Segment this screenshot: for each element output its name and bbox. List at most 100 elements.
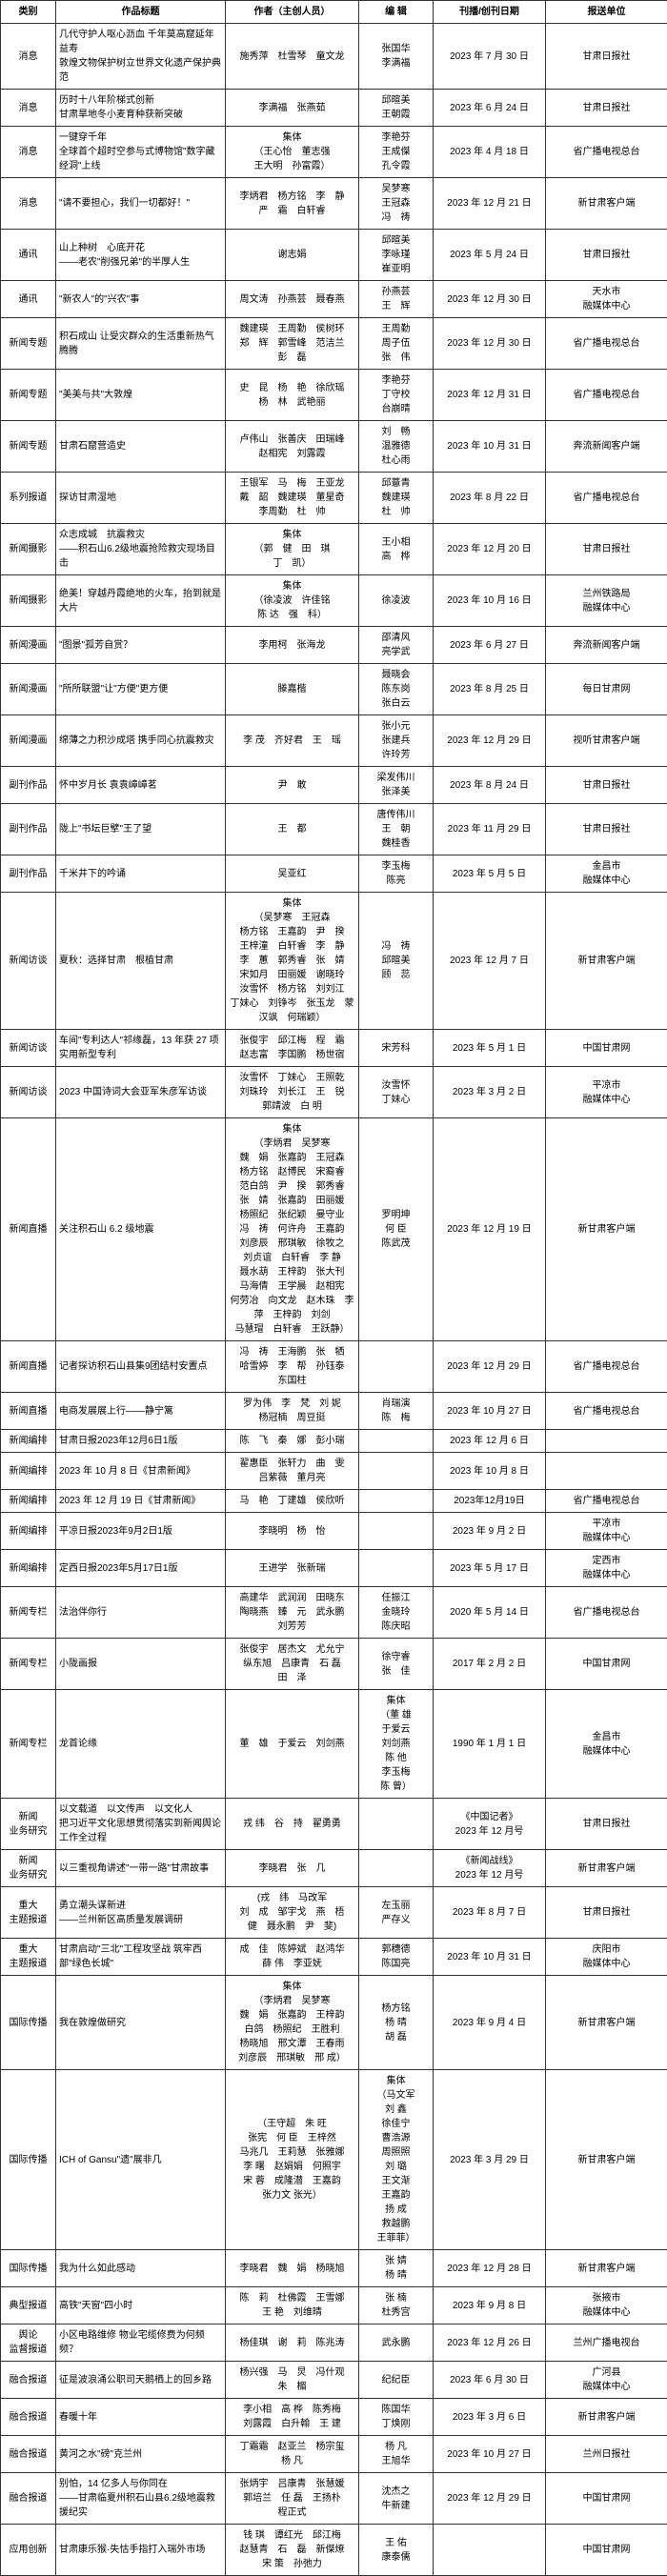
table-row: 新闻编排2023 年 10 月 8 日《甘肃新闻》翟惠臣 张轩力 曲 雯吕紫薇 … xyxy=(1,1453,667,1490)
cell-category: 消息 xyxy=(1,178,56,230)
cell-editor: 李艳芬丁守校台崩晴 xyxy=(359,370,434,421)
cell-title: 2023 年 12 月 19 日《甘肃新闻》 xyxy=(56,1490,226,1513)
cell-date: 《新闻战线》2023 年 12 月号 xyxy=(434,1850,546,1887)
cell-category: 新闻编排 xyxy=(1,1430,56,1453)
cell-editor: 邵清风亮学武 xyxy=(359,627,434,664)
cell-title: 高铁"天窗"四小时 xyxy=(56,2287,226,2324)
cell-date: 2023 年 12 月 28 日 xyxy=(434,2250,546,2287)
cell-title: 甘肃康乐猴·失怙手指打入瑞外市场 xyxy=(56,2525,226,2576)
cell-title: 探访甘肃湿地 xyxy=(56,473,226,524)
table-row: 新闻专栏小陇画报张俊宇 居杰文 尤允宁纵东旭 吕康青 石 磊田 泽徐守睿张 佳2… xyxy=(1,1639,667,1690)
cell-editor: 吴梦寒王冠森冯 祷 xyxy=(359,178,434,230)
cell-editor xyxy=(359,1490,434,1513)
cell-author: 高建华 武润润 田晓东陶晓燕 臻 元 武永鹏刘芳芳 xyxy=(226,1587,359,1639)
cell-editor xyxy=(359,1430,434,1453)
cell-org: 甘肃日报社 xyxy=(546,1799,667,1850)
th-org: 报送单位 xyxy=(546,1,667,24)
cell-category: 新闻访谈 xyxy=(1,893,56,1030)
cell-category: 新闻漫画 xyxy=(1,715,56,767)
cell-title: 2023 中国诗词大会亚军朱彦军访谈 xyxy=(56,1067,226,1118)
cell-org: 甘肃日报社 xyxy=(546,1887,667,1939)
cell-title: 历时十八年阶梯式创新甘肃旱地冬小麦育种获新突破 xyxy=(56,90,226,127)
cell-org: 庆阳市融媒体中心 xyxy=(546,1939,667,1976)
cell-category: 通讯 xyxy=(1,230,56,281)
cell-org: 甘肃日报社 xyxy=(546,24,667,90)
cell-author: 卢伟山 张善庆 田瑞峰赵相宪 刘露霞 xyxy=(226,421,359,473)
cell-category: 通讯 xyxy=(1,281,56,318)
cell-date: 2023 年 5 月 24 日 xyxy=(434,230,546,281)
cell-author: 翟惠臣 张轩力 曲 雯吕紫薇 董月亮 xyxy=(226,1453,359,1490)
cell-category: 新闻专栏 xyxy=(1,1587,56,1639)
cell-editor xyxy=(359,1550,434,1587)
cell-org: 奔流新闻客户端 xyxy=(546,627,667,664)
cell-category: 新闻直播 xyxy=(1,1341,56,1393)
cell-author: (戎 纬 马改军刘 成 邹宇戈 燕 梧健 聂永鹏 尹 斐) xyxy=(226,1887,359,1939)
cell-date: 2023 年 6 月 24 日 xyxy=(434,90,546,127)
cell-editor: 集体（董 雄于爱云刘剑燕陈 他李玉梅陈 曾） xyxy=(359,1690,434,1799)
cell-org: 新甘肃客户端 xyxy=(546,1976,667,2070)
cell-title: 黄河之水"磅"克兰州 xyxy=(56,2436,226,2473)
cell-date: 2023 年 6 月 30 日 xyxy=(434,2362,546,2399)
cell-date: 2023 年 6 月 27 日 xyxy=(434,627,546,664)
cell-editor: 王 佑康泰儒 xyxy=(359,2525,434,2576)
cell-org: 新甘肃客户端 xyxy=(546,2399,667,2436)
cell-category: 新闻漫画 xyxy=(1,664,56,715)
cell-org: 每日甘肃网 xyxy=(546,664,667,715)
cell-org: 省广播电视总台 xyxy=(546,1341,667,1393)
cell-category: 消息 xyxy=(1,90,56,127)
table-row: 融合报道春暖十年李小相 高 桦 陈秀梅刘露霞 白升翰 王 建陈国华丁焕刚2023… xyxy=(1,2399,667,2436)
cell-title: 千米井下的吟诵 xyxy=(56,855,226,893)
cell-author: 李满福 张燕茹 xyxy=(226,90,359,127)
cell-org: 视听甘肃客户端 xyxy=(546,715,667,767)
cell-date: 2020 年 5 月 14 日 xyxy=(434,1587,546,1639)
cell-title: 龙首论缘 xyxy=(56,1690,226,1799)
cell-author: 集体（吴梦寒 王冠森杨方铭 王嘉韵 尹 揆王梓潼 白轩睿 李 静李 蕙 郭秀睿 … xyxy=(226,893,359,1030)
th-date: 刊播/创刊日期 xyxy=(434,1,546,24)
cell-org: 兰州日报社 xyxy=(546,2436,667,2473)
cell-org: 金昌市融媒体中心 xyxy=(546,1690,667,1799)
cell-category: 新闻编排 xyxy=(1,1453,56,1490)
cell-editor: 武永鹏 xyxy=(359,2324,434,2362)
cell-org: 定西市融媒体中心 xyxy=(546,1550,667,1587)
table-row: 应用创新甘肃康乐猴·失怙手指打入瑞外市场钱 琪 谭红光 邱江梅赵慧青 石 磊 新… xyxy=(1,2525,667,2576)
cell-editor: 邱暄美王朝霞 xyxy=(359,90,434,127)
cell-category: 新闻直播 xyxy=(1,1393,56,1430)
cell-title: "请不要担心，我们一切都好！" xyxy=(56,178,226,230)
cell-date: 2023 年 12 月 26 日 xyxy=(434,2324,546,2362)
cell-editor xyxy=(359,1341,434,1393)
cell-date: 2023 年 10 月 27 日 xyxy=(434,2436,546,2473)
cell-author: 汝雪怀 丁妹心 王照乾刘珠玲 刘长江 王 锐郭靖波 白 明 xyxy=(226,1067,359,1118)
cell-date: 2023年12月19日 xyxy=(434,1490,546,1513)
cell-date: 2023 年 3 月 29 日 xyxy=(434,2070,546,2250)
table-row: 消息一键穿千年全球首个超时空参与式博物馆"数字藏经洞"上线集体（王心怡 董志强王… xyxy=(1,127,667,178)
cell-title: 2023 年 10 月 8 日《甘肃新闻》 xyxy=(56,1453,226,1490)
table-row: 国际传播我为什么如此感动李晓君 魏 娟 杨晓旭张 婧杨 晴2023 年 12 月… xyxy=(1,2250,667,2287)
cell-author: 集体（李炳君 吴梦寒魏 娟 张嘉韵 王梓韵白鸽 杨照纪 王胜利杨晓旭 邢文潭 王… xyxy=(226,1976,359,2070)
cell-title: 积石成山 让受灾群众的生活重新热气腾腾 xyxy=(56,318,226,370)
cell-org: 奔流新闻客户端 xyxy=(546,421,667,473)
cell-date: 2023 年 11 月 29 日 xyxy=(434,804,546,855)
cell-category: 国际传播 xyxy=(1,1976,56,2070)
cell-category: 新闻摄影 xyxy=(1,575,56,627)
cell-org: 新甘肃客户端 xyxy=(546,1850,667,1887)
cell-author: 周文涛 孙燕芸 聂春燕 xyxy=(226,281,359,318)
table-row: 新闻专题甘肃石窟营造史卢伟山 张善庆 田瑞峰赵相宪 刘露霞刘 畅温雅德杜心雨20… xyxy=(1,421,667,473)
cell-date: 2023 年 12 月 20 日 xyxy=(434,524,546,575)
cell-org: 中国甘肃网 xyxy=(546,2473,667,2525)
table-row: 新闻直播电商发展展上行——静宁篱罗为伟 李 梵 刘 妮杨冠楠 周豆挺肖瑞演陈 梅… xyxy=(1,1393,667,1430)
cell-category: 新闻摄影 xyxy=(1,524,56,575)
cell-category: 消息 xyxy=(1,127,56,178)
cell-category: 新闻编排 xyxy=(1,1513,56,1550)
cell-org: 新甘肃客户端 xyxy=(546,893,667,1030)
cell-editor: 王周勤周子伍张 伟 xyxy=(359,318,434,370)
cell-date: 2023 年 7 月 30 日 xyxy=(434,24,546,90)
cell-date: 2023 年 12 月 29 日 xyxy=(434,1341,546,1393)
cell-org: 新甘肃客户端 xyxy=(546,2070,667,2250)
table-row: 新闻专栏龙首论缘董 雄 于爱云 刘剑燕集体（董 雄于爱云刘剑燕陈 他李玉梅陈 曾… xyxy=(1,1690,667,1799)
cell-org: 天水市融媒体中心 xyxy=(546,281,667,318)
cell-author: 集体（王心怡 董志强王大明 孙富霞） xyxy=(226,127,359,178)
table-row: 新闻访谈车间"专利达人"祁缘磊，13 年获 27 项实用新型专利张俊宇 邱江梅 … xyxy=(1,1030,667,1067)
table-row: 通讯"新农人"的"兴农"事周文涛 孙燕芸 聂春燕孙燕芸王 辉2023 年 12 … xyxy=(1,281,667,318)
cell-editor: 张 婧杨 晴 xyxy=(359,2250,434,2287)
table-row: 副刊作品千米井下的吟诵吴亚红李玉梅陈亮2023 年 5 月 5 日金昌市融媒体中… xyxy=(1,855,667,893)
